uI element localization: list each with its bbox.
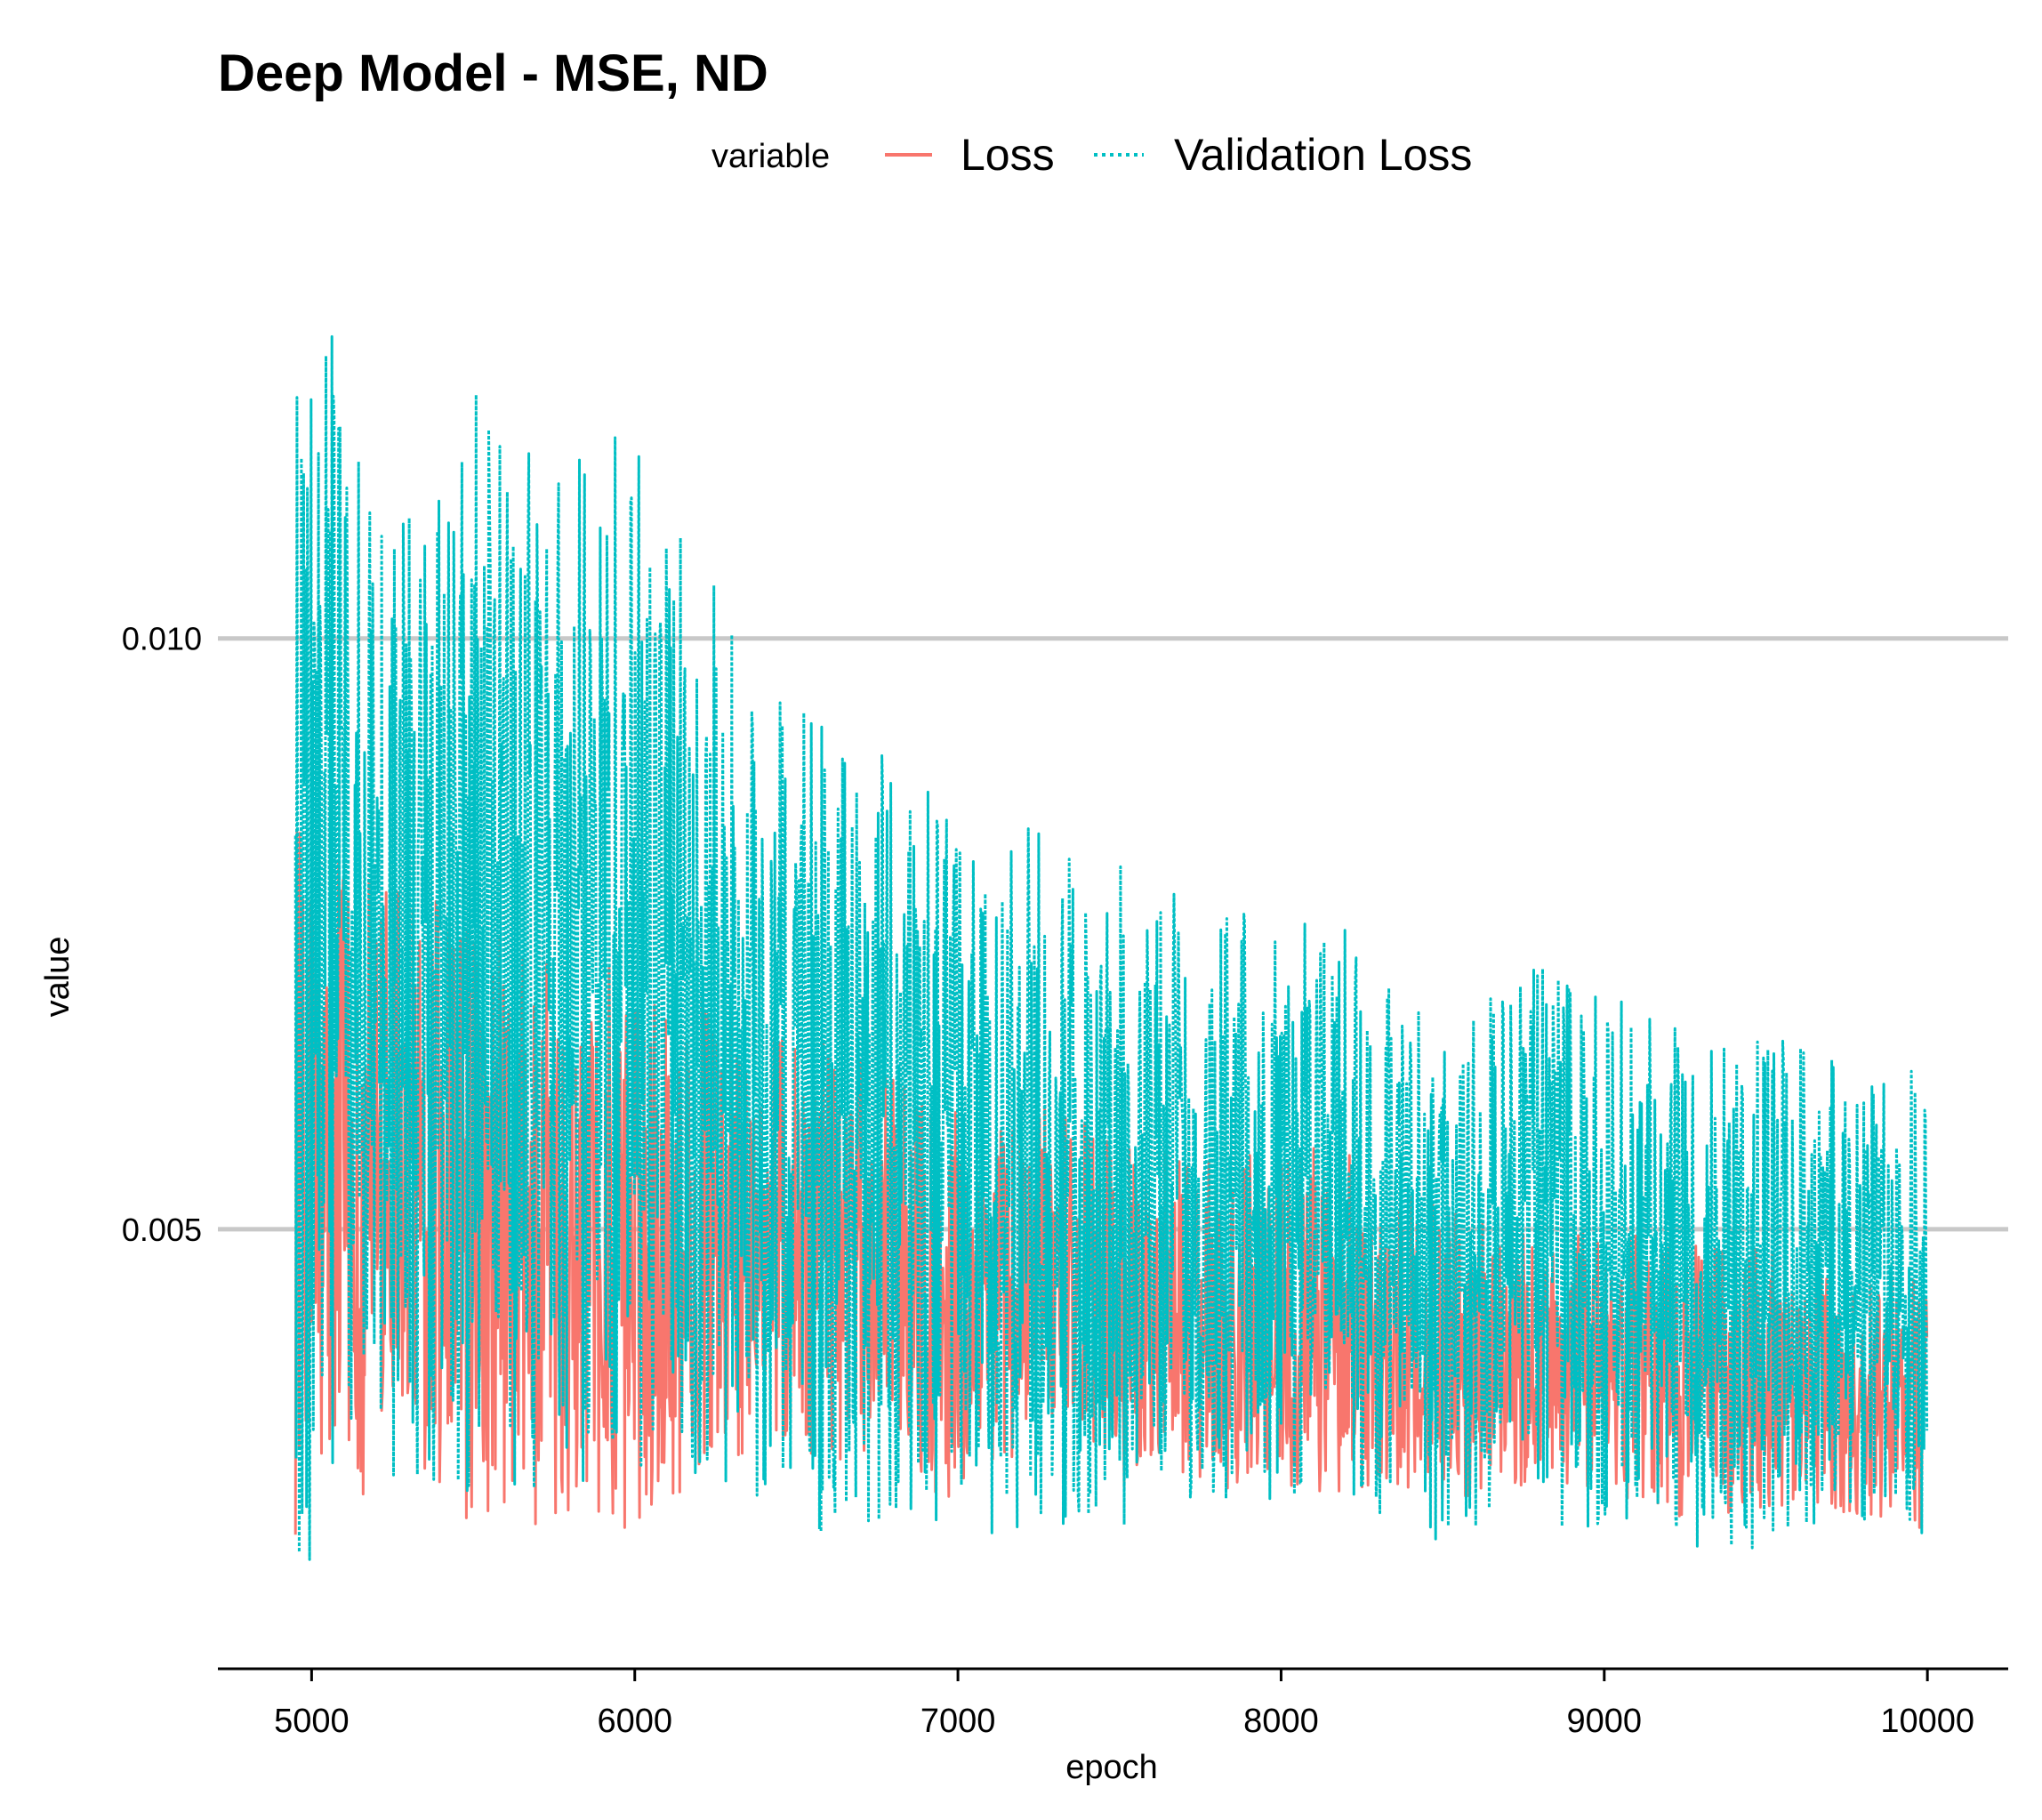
y-tick-label: 0.010 xyxy=(122,621,202,657)
x-tick-label: 7000 xyxy=(921,1703,996,1740)
x-tick-label: 9000 xyxy=(1567,1703,1643,1740)
x-tick-label: 5000 xyxy=(274,1703,350,1740)
legend-label-validation-loss: Validation Loss xyxy=(1174,130,1472,180)
y-axis-label: value xyxy=(39,937,76,1018)
x-tick-label: 6000 xyxy=(597,1703,672,1740)
plot-area xyxy=(293,334,1929,1561)
x-tick-label: 10000 xyxy=(1880,1703,1974,1740)
legend-title: variable xyxy=(711,138,830,175)
series-line-validation-loss xyxy=(293,334,1929,1561)
y-tick-label: 0.005 xyxy=(122,1212,202,1248)
chart-title: Deep Model - MSE, ND xyxy=(218,44,768,102)
x-tick-label: 8000 xyxy=(1243,1703,1319,1740)
legend-label-loss: Loss xyxy=(961,130,1055,180)
x-axis-label: epoch xyxy=(1065,1749,1158,1786)
axes: 0.005 0.010 5000 6000 7000 8000 9000 10000 xyxy=(122,621,2008,1740)
legend: variable Loss Validation Loss xyxy=(711,130,1472,180)
